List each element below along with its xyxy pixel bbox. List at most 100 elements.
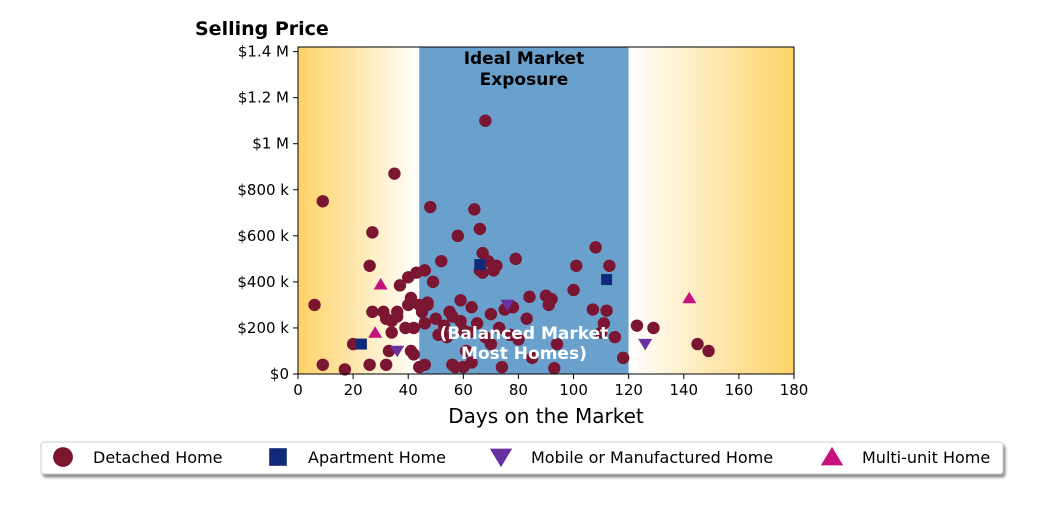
legend-label: Detached Home [93, 448, 223, 467]
point-series0-8 [366, 305, 379, 319]
point-series0-46 [451, 229, 465, 243]
point-series0-37 [429, 312, 442, 325]
point-series2-0 [390, 345, 405, 358]
point-series0-31 [418, 317, 431, 330]
x-tick-label: 120 [614, 381, 643, 399]
point-series0-40 [437, 319, 451, 332]
plot-frame [297, 46, 795, 375]
point-series0-55 [468, 203, 481, 216]
plot-background [298, 47, 794, 374]
point-series0-91 [603, 259, 616, 272]
point-series0-35 [424, 200, 437, 214]
annotations: Ideal Market Exposure (Balanced Market M… [440, 49, 609, 364]
point-series0-97 [702, 344, 715, 358]
point-series0-78 [526, 351, 539, 365]
x-tick-label: 180 [780, 381, 809, 399]
point-series0-74 [509, 252, 522, 266]
point-series0-3 [338, 363, 352, 376]
point-series0-11 [379, 358, 393, 371]
legend-marker [489, 448, 513, 468]
point-series0-92 [608, 330, 622, 344]
point-series0-90 [600, 304, 613, 317]
point-series3-2 [682, 291, 697, 304]
point-series0-68 [492, 321, 506, 335]
point-series0-18 [393, 279, 407, 292]
point-series0-17 [391, 310, 404, 323]
x-tick-label: 0 [293, 381, 303, 399]
axes: 0 20 40 60 80 100 120 140 160 180 $0 $200 k $400 k $6… [237, 43, 808, 399]
y-tick-label: $800 k [237, 181, 289, 199]
data-points [308, 114, 715, 376]
point-series0-0 [308, 298, 321, 312]
point-series0-14 [385, 326, 398, 339]
point-series2-2 [638, 338, 653, 351]
point-series1-2 [601, 274, 613, 286]
point-series0-93 [616, 351, 630, 365]
x-axis-label: Days on the Market [448, 404, 644, 428]
y-axis-label: Selling Price [195, 18, 329, 40]
x-tick-label: 60 [454, 381, 473, 399]
point-series0-7 [366, 226, 379, 239]
point-series0-82 [548, 362, 561, 375]
legend-marker [269, 448, 287, 466]
point-series3-0 [368, 326, 383, 338]
point-series0-85 [570, 259, 583, 272]
point-series0-67 [490, 259, 503, 272]
legend-label: Apartment Home [308, 448, 446, 467]
point-series0-30 [418, 264, 431, 277]
legend-marker [53, 447, 73, 467]
point-series1-0 [355, 338, 367, 350]
x-tick-label: 140 [669, 381, 698, 399]
point-series0-6 [363, 358, 376, 371]
point-series0-32 [418, 358, 431, 371]
point-series0-65 [484, 337, 498, 351]
point-series0-56 [470, 317, 484, 330]
legend-label: Multi-unit Home [862, 448, 990, 467]
point-series0-69 [495, 360, 509, 374]
y-tick-label: $1 M [252, 135, 289, 153]
point-series0-47 [454, 294, 467, 307]
point-series1-1 [474, 259, 486, 271]
point-series0-24 [407, 321, 420, 335]
y-tick-label: $200 k [237, 319, 289, 337]
point-series0-84 [567, 283, 580, 297]
point-series0-89 [597, 317, 611, 330]
point-series0-36 [426, 275, 440, 289]
point-series0-64 [484, 307, 498, 321]
annotation-top-line1: Ideal Market [464, 49, 585, 69]
annotation-bottom-line1: (Balanced Market [440, 324, 609, 344]
point-series0-53 [465, 301, 478, 314]
point-series0-57 [473, 222, 487, 236]
x-tick-label: 160 [725, 381, 754, 399]
legend-label: Mobile or Manufactured Home [531, 448, 773, 467]
y-tick-label: $1.2 M [238, 89, 289, 107]
y-tick-label: $1.4 M [238, 43, 289, 61]
point-series0-61 [479, 114, 492, 127]
point-series0-54 [465, 356, 478, 369]
point-series0-94 [630, 319, 644, 332]
point-series0-51 [459, 344, 473, 358]
point-series0-2 [316, 358, 329, 371]
y-tick-label: $600 k [237, 227, 289, 245]
legend: Detached Home Apartment Home Mobile or Man… [40, 441, 1004, 475]
point-series0-15 [388, 167, 401, 180]
point-series0-96 [691, 337, 704, 351]
y-tick-label: $400 k [237, 273, 289, 291]
point-series0-81 [545, 292, 558, 306]
annotation-bottom-line2: Most Homes) [461, 344, 587, 364]
point-series0-41 [440, 330, 453, 344]
point-series0-52 [462, 326, 476, 339]
point-series3-1 [373, 277, 388, 290]
y-tick-label: $0 [270, 365, 289, 383]
point-series0-83 [550, 337, 564, 351]
point-series2-1 [500, 299, 515, 312]
legend-marker [820, 446, 844, 466]
annotation-top-line2: Exposure [480, 70, 569, 90]
right-gradient-region [628, 47, 794, 374]
point-series0-1 [316, 195, 329, 208]
point-series0-22 [404, 291, 418, 305]
point-series0-95 [647, 321, 660, 335]
point-series0-86 [586, 303, 600, 316]
point-series0-77 [523, 290, 536, 304]
